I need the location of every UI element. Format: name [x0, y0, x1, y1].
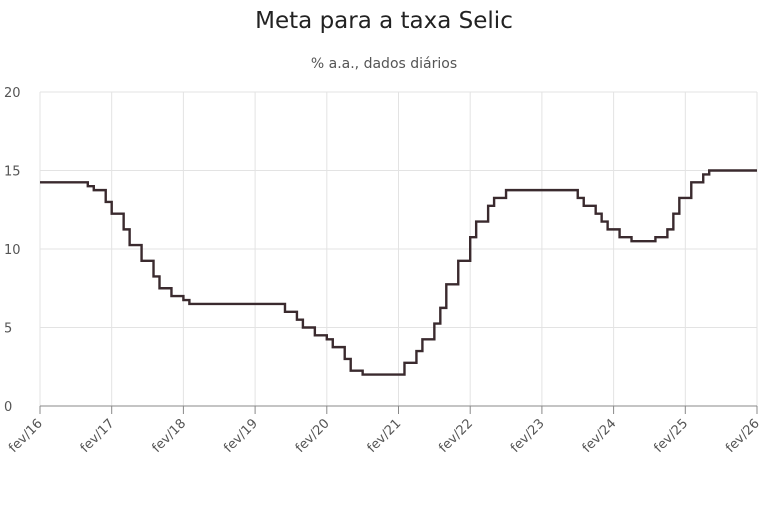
y-tick-label: 10 [4, 243, 21, 258]
x-tick-label: fev/16 [6, 416, 46, 456]
axes [39, 405, 758, 414]
series-layer [40, 169, 757, 376]
x-tick-label: fev/26 [723, 416, 763, 456]
x-tick-label: fev/22 [436, 416, 476, 456]
chart-title: Meta para a taxa Selic [255, 8, 513, 34]
x-tick-label: fev/19 [221, 416, 261, 456]
grid-lines [39, 91, 758, 406]
y-tick-label: 15 [4, 165, 21, 180]
selic-series-line [40, 169, 757, 376]
x-tick-label: fev/24 [580, 416, 620, 456]
x-tick-label: fev/18 [149, 416, 189, 456]
x-tick-label: fev/23 [508, 416, 548, 456]
x-tick-label: fev/25 [651, 416, 691, 456]
chart-subtitle: % a.a., dados diários [310, 56, 458, 72]
y-tick-label: 0 [4, 400, 12, 415]
x-tick-label: fev/20 [293, 416, 333, 456]
y-tick-label: 20 [4, 86, 21, 101]
x-tick-label: fev/21 [365, 416, 405, 456]
y-tick-label: 5 [4, 322, 12, 337]
tick-labels: 0 5 10 15 20 fev/16 fev/17 fev/18 fev/19 fev/20 fe… [4, 86, 763, 456]
x-tick-label: fev/17 [78, 416, 118, 456]
